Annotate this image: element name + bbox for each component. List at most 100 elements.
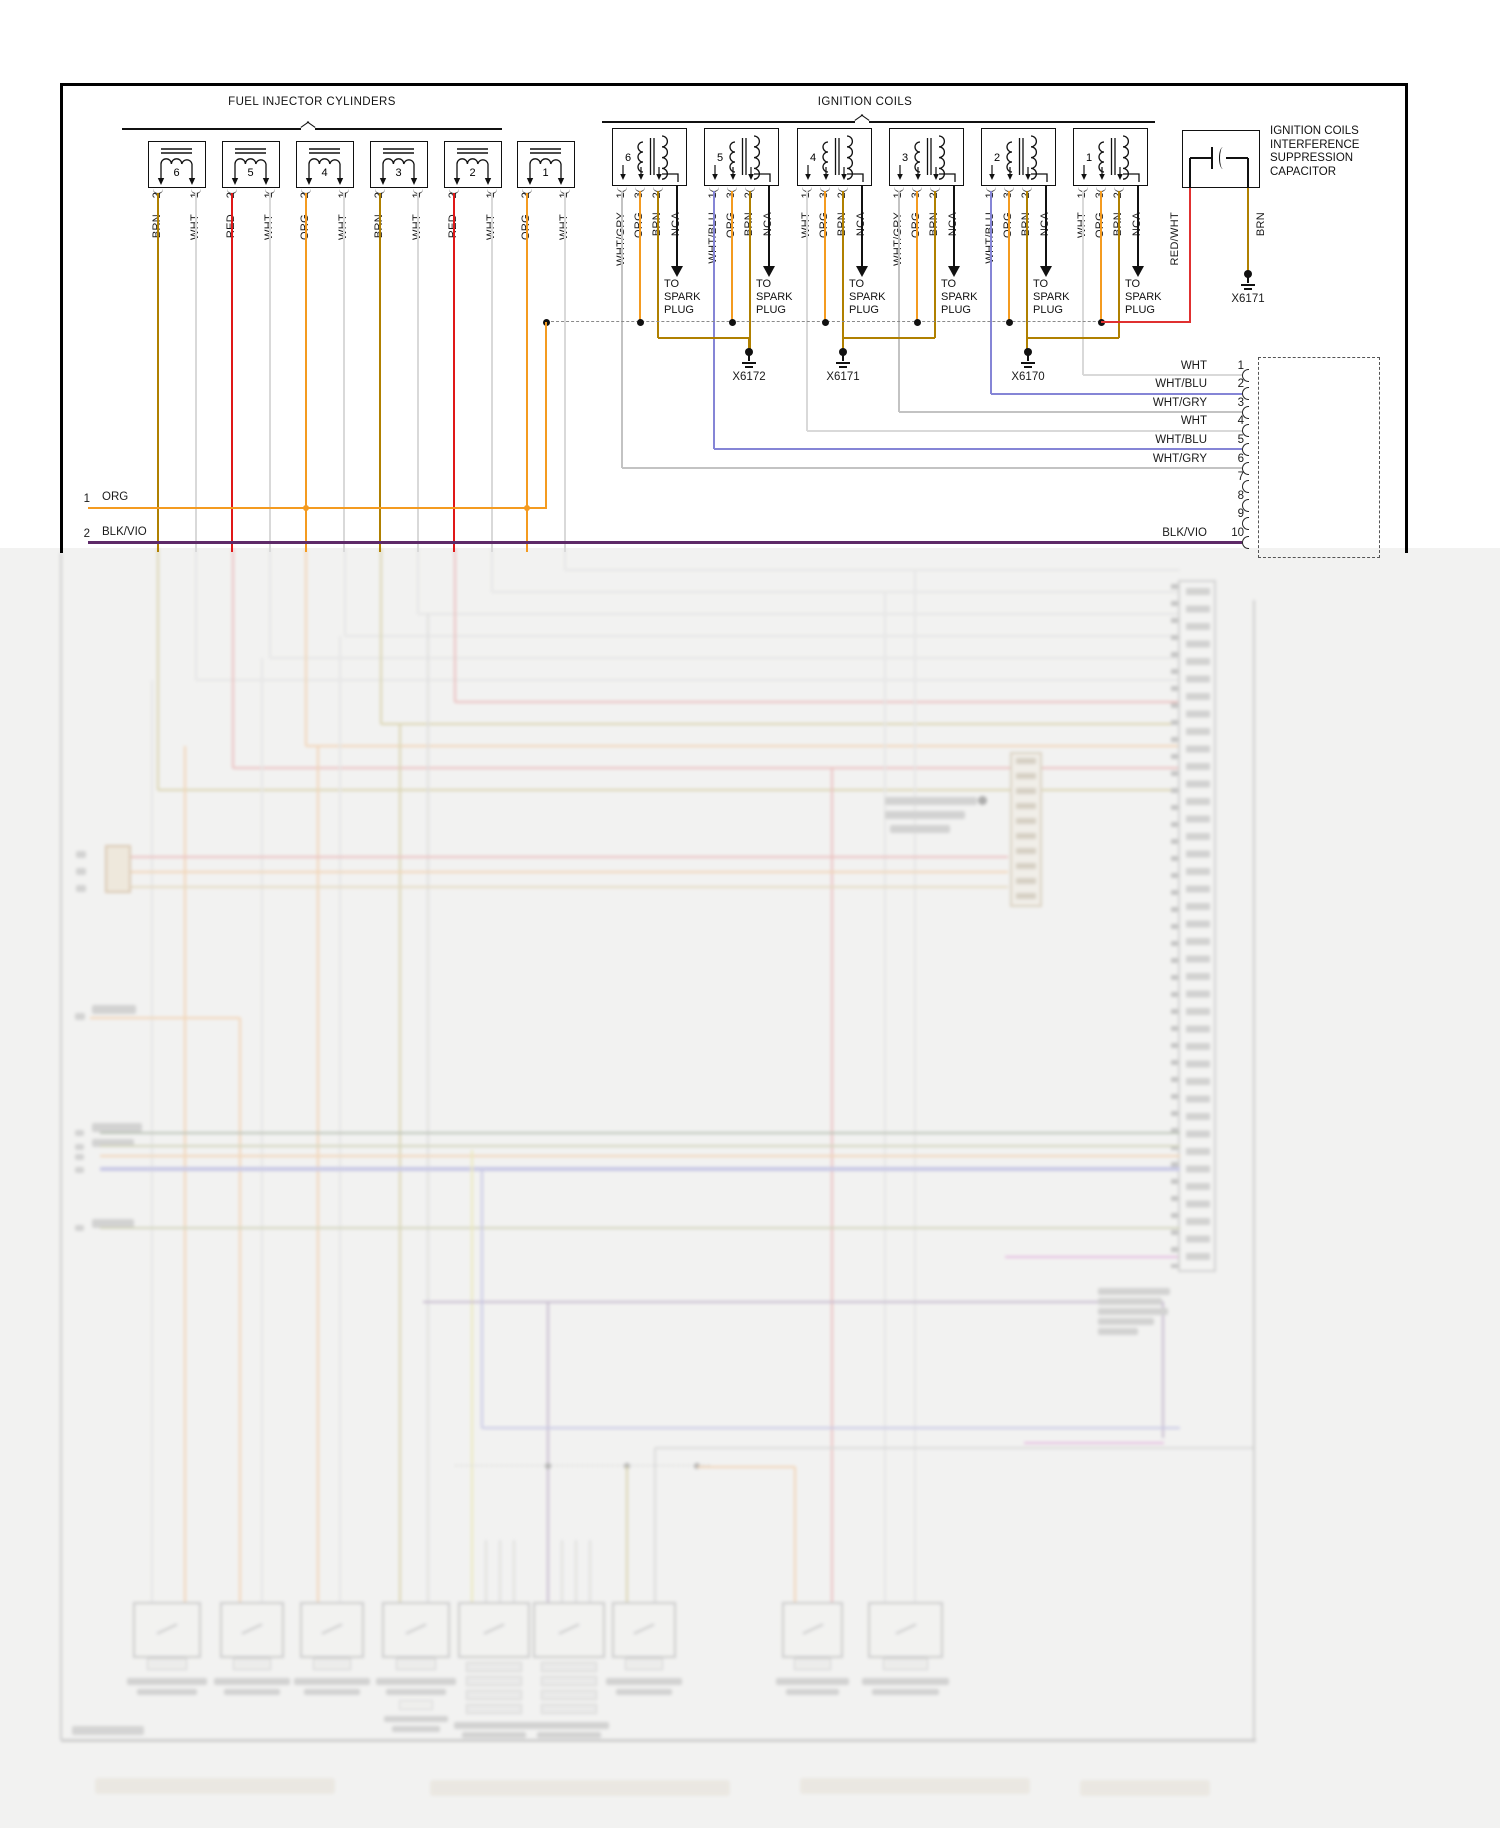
faded-component-stub bbox=[146, 1658, 188, 1670]
label-smudge bbox=[786, 1689, 839, 1695]
ecm-row-label: WHT bbox=[1180, 359, 1207, 372]
svg-text:1: 1 bbox=[1086, 152, 1092, 164]
wire bbox=[453, 548, 457, 702]
wire bbox=[158, 788, 1180, 792]
wire bbox=[183, 746, 187, 1602]
spark-plug-arrowhead bbox=[763, 266, 775, 277]
injector-pin2-wire bbox=[231, 193, 233, 552]
left-row-label: BLK/VIO bbox=[102, 525, 147, 538]
faded-component-box bbox=[300, 1602, 364, 1658]
ecm-pin-bump bbox=[1242, 461, 1249, 475]
injector-pin2-wire bbox=[157, 193, 159, 552]
wire bbox=[233, 766, 1180, 770]
faded-component-box bbox=[382, 1602, 450, 1658]
wire bbox=[655, 1446, 1253, 1450]
wire bbox=[427, 614, 429, 1602]
coil-pin1-wire bbox=[1082, 191, 1084, 375]
svg-text:5: 5 bbox=[247, 167, 253, 179]
capacitor-label-line: INTERFERENCE bbox=[1270, 138, 1360, 151]
faded-border bbox=[59, 553, 63, 1740]
ecm-pin-bump bbox=[1242, 405, 1249, 419]
wire bbox=[131, 870, 1008, 874]
faded-connector-stack bbox=[466, 1662, 522, 1672]
faded-connector-stack bbox=[541, 1662, 597, 1672]
label-smudge bbox=[75, 1130, 84, 1136]
wire bbox=[626, 1466, 628, 1602]
faded-border bbox=[61, 1738, 1256, 1742]
spark-plug-label: TO SPARK PLUG bbox=[1033, 278, 1070, 316]
svg-text:5: 5 bbox=[717, 152, 723, 164]
svg-text:2: 2 bbox=[994, 152, 1000, 164]
ecm-row-label: WHT/BLU bbox=[1155, 378, 1207, 391]
coil-pin1-wire bbox=[1083, 374, 1242, 376]
junction-dot bbox=[302, 504, 310, 512]
wire bbox=[261, 658, 263, 1602]
coil-pin1-wire bbox=[806, 191, 808, 431]
ecm-row-number: 1 bbox=[1237, 359, 1244, 372]
coil-pin1-wire bbox=[713, 191, 715, 450]
label-smudge bbox=[294, 1678, 370, 1685]
coil-pin1-wire bbox=[807, 429, 1242, 432]
label-smudge bbox=[92, 1005, 136, 1014]
wire bbox=[491, 548, 493, 592]
coil-pin1-wire bbox=[899, 411, 1242, 414]
spark-plug-arrowhead bbox=[856, 266, 868, 277]
capacitor-symbol bbox=[1211, 147, 1213, 169]
page-border-top bbox=[60, 82, 1408, 86]
label-smudge bbox=[890, 825, 950, 833]
label-smudge bbox=[885, 811, 965, 819]
ecm-row-number: 5 bbox=[1237, 433, 1244, 446]
wire bbox=[565, 569, 1180, 571]
label-smudge bbox=[224, 1689, 280, 1695]
ecm-row-number: 8 bbox=[1237, 489, 1244, 502]
injector-symbol: 1 bbox=[526, 148, 565, 185]
faded-smudge bbox=[800, 1778, 1030, 1794]
label-smudge bbox=[885, 797, 977, 805]
ground-symbol bbox=[1241, 283, 1255, 287]
spark-plug-label: TO SPARK PLUG bbox=[664, 278, 701, 316]
ecm-row-label: WHT bbox=[1180, 415, 1207, 428]
label-smudge bbox=[529, 1722, 609, 1729]
wire bbox=[1162, 1302, 1164, 1438]
injector-pin1-wire bbox=[195, 193, 197, 552]
wire bbox=[100, 1167, 1180, 1171]
svg-text:1: 1 bbox=[542, 167, 548, 179]
injector-symbol: 2 bbox=[453, 148, 492, 185]
ground-label: X6171 bbox=[1231, 293, 1265, 305]
page-border-left bbox=[59, 83, 63, 553]
svg-text:3: 3 bbox=[902, 152, 908, 164]
ecm-pin-bump bbox=[1242, 535, 1249, 549]
wire bbox=[418, 613, 1180, 615]
spark-plug-arrow bbox=[767, 186, 771, 268]
label-smudge bbox=[376, 1678, 456, 1685]
wire bbox=[546, 1302, 550, 1602]
capacitor-label: IGNITION COILS INTERFERENCE SUPPRESSION … bbox=[1270, 125, 1400, 179]
wire bbox=[589, 1540, 591, 1602]
faded-component-stub bbox=[399, 1700, 433, 1710]
injector-pin2-wire bbox=[453, 193, 455, 552]
spark-plug-label: TO SPARK PLUG bbox=[941, 278, 978, 316]
wire bbox=[339, 636, 341, 1602]
injector-pin1-wire bbox=[269, 193, 271, 552]
left-row-label: ORG bbox=[102, 491, 129, 503]
faded-component-stub bbox=[232, 1658, 272, 1670]
label-smudge bbox=[75, 1144, 84, 1150]
label-smudge bbox=[872, 1689, 939, 1695]
coil-symbol: 1 bbox=[1081, 135, 1140, 182]
coil-pin1-wire bbox=[622, 467, 1242, 469]
label-smudge bbox=[137, 1689, 197, 1695]
faded-smudge bbox=[1080, 1780, 1210, 1796]
wire bbox=[90, 1016, 240, 1020]
svg-text:3: 3 bbox=[395, 167, 401, 179]
wire bbox=[345, 635, 1180, 637]
injector-symbol: 5 bbox=[231, 148, 270, 185]
faded-component-stub bbox=[794, 1658, 831, 1670]
injector-box: 6 bbox=[148, 141, 206, 188]
haze-overlay bbox=[0, 548, 1500, 1828]
bracket bbox=[306, 121, 316, 129]
injector-pin1-wire bbox=[343, 193, 345, 552]
ecm-row-number: 4 bbox=[1237, 415, 1244, 428]
ecm-row-number: 6 bbox=[1237, 452, 1244, 465]
spark-plug-arrow bbox=[860, 186, 864, 268]
faded-component-box bbox=[133, 1602, 201, 1658]
